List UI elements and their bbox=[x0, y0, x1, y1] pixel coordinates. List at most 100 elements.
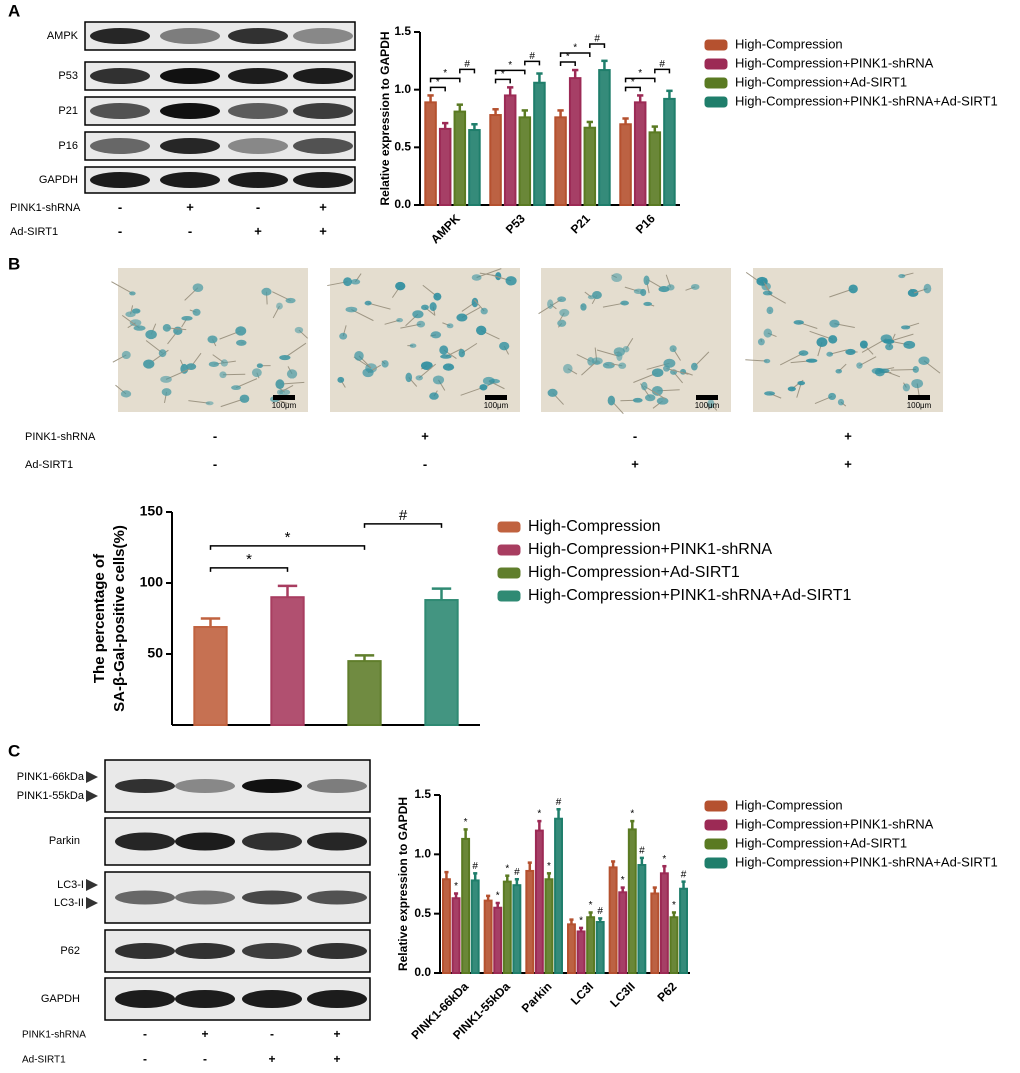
bar bbox=[583, 126, 597, 206]
bar bbox=[468, 129, 481, 207]
condition-sign: - bbox=[118, 223, 122, 238]
stained-cell bbox=[826, 351, 834, 357]
stained-cell bbox=[409, 343, 417, 348]
blot-band bbox=[228, 138, 288, 154]
bar bbox=[618, 891, 628, 974]
scale-bar bbox=[696, 395, 718, 400]
blot-label: AMPK bbox=[47, 30, 79, 42]
x-tick-label: P16 bbox=[633, 211, 658, 236]
stained-cell bbox=[446, 323, 454, 329]
panel-letter: C bbox=[8, 741, 20, 760]
stained-cell bbox=[442, 363, 455, 371]
bar bbox=[493, 906, 503, 975]
condition-label: PINK1-shRNA bbox=[22, 1030, 86, 1041]
blot-band bbox=[293, 28, 353, 44]
condition-sign: + bbox=[319, 199, 327, 214]
significance-bracket bbox=[589, 43, 606, 49]
x-tick-label: LC3II bbox=[607, 979, 638, 1010]
stained-cell bbox=[856, 362, 863, 369]
y-tick-label: 1.5 bbox=[394, 24, 411, 38]
significance-mark: # bbox=[597, 906, 603, 917]
stained-cell bbox=[557, 319, 567, 327]
y-tick-label: 1.5 bbox=[414, 787, 431, 801]
legend-swatch bbox=[497, 590, 521, 602]
stained-cell bbox=[643, 275, 650, 286]
blot-band bbox=[160, 68, 220, 84]
stained-cell bbox=[471, 297, 479, 308]
significance-mark: * bbox=[589, 900, 593, 911]
stained-cell bbox=[420, 361, 433, 370]
stained-cell bbox=[547, 388, 558, 397]
stained-cell bbox=[236, 339, 247, 346]
bar bbox=[512, 884, 522, 974]
significance-label: # bbox=[529, 51, 535, 62]
x-tick-label: P62 bbox=[655, 979, 680, 1004]
condition-label: Ad-SIRT1 bbox=[10, 226, 58, 238]
stained-cell bbox=[205, 401, 214, 406]
bar bbox=[669, 916, 679, 975]
bar bbox=[619, 123, 632, 206]
significance-mark: # bbox=[514, 867, 520, 878]
stained-cell bbox=[495, 272, 502, 281]
significance-mark: * bbox=[464, 817, 468, 828]
bar bbox=[637, 864, 647, 974]
condition-sign: - bbox=[203, 1052, 207, 1066]
stained-cell bbox=[885, 343, 894, 351]
significance-mark: * bbox=[547, 861, 551, 872]
y-tick-label: 1.0 bbox=[394, 82, 411, 96]
stained-cell bbox=[797, 380, 806, 386]
stained-cell bbox=[285, 297, 296, 304]
blot-label: P53 bbox=[58, 70, 78, 82]
bar bbox=[679, 887, 688, 974]
bar bbox=[461, 837, 471, 975]
stained-cell bbox=[787, 386, 796, 392]
cell-process bbox=[222, 373, 246, 376]
scale-bar bbox=[273, 395, 295, 400]
stained-cell bbox=[125, 311, 136, 318]
significance-mark: * bbox=[630, 809, 634, 820]
bar bbox=[438, 127, 452, 207]
band-arrow bbox=[86, 897, 98, 909]
stained-cell bbox=[611, 273, 623, 283]
blot-band bbox=[90, 138, 150, 154]
significance-bracket bbox=[429, 86, 446, 92]
significance-label: # bbox=[659, 59, 665, 70]
stained-cell bbox=[162, 323, 171, 332]
blot-band bbox=[242, 943, 302, 959]
cell-process bbox=[745, 359, 768, 362]
bar bbox=[489, 114, 502, 206]
blot-label: LC3-I bbox=[57, 879, 84, 891]
stained-cell bbox=[911, 378, 924, 389]
stained-cell bbox=[337, 376, 345, 383]
stained-cell bbox=[364, 300, 372, 306]
cell-process bbox=[284, 342, 307, 358]
bar bbox=[567, 923, 576, 975]
bar bbox=[518, 116, 532, 206]
blot-label: P16 bbox=[58, 140, 78, 152]
stained-cell bbox=[251, 368, 262, 378]
stained-cell bbox=[912, 366, 919, 373]
band-arrow bbox=[86, 771, 98, 783]
stained-cell bbox=[416, 320, 426, 328]
stained-cell bbox=[362, 368, 374, 378]
stained-cell bbox=[547, 299, 554, 309]
stained-cell bbox=[219, 371, 227, 379]
significance-label: * bbox=[638, 68, 642, 79]
condition-sign: + bbox=[631, 456, 639, 471]
stained-cell bbox=[763, 328, 773, 338]
significance-mark: # bbox=[639, 846, 645, 857]
stained-cell bbox=[129, 319, 142, 327]
condition-sign: + bbox=[254, 223, 262, 238]
stained-cell bbox=[161, 388, 172, 396]
legend-label: High-Compression+PINK1-shRNA+Ad-SIRT1 bbox=[528, 587, 851, 604]
stained-cell bbox=[883, 339, 895, 345]
stained-cell bbox=[395, 281, 406, 291]
cell-process bbox=[796, 382, 802, 398]
stained-cell bbox=[432, 375, 445, 385]
stained-cell bbox=[902, 383, 911, 392]
bar bbox=[650, 892, 660, 975]
stained-cell bbox=[235, 326, 247, 336]
condition-sign: - bbox=[423, 456, 427, 471]
bar bbox=[663, 97, 676, 206]
blot-band bbox=[115, 832, 175, 851]
